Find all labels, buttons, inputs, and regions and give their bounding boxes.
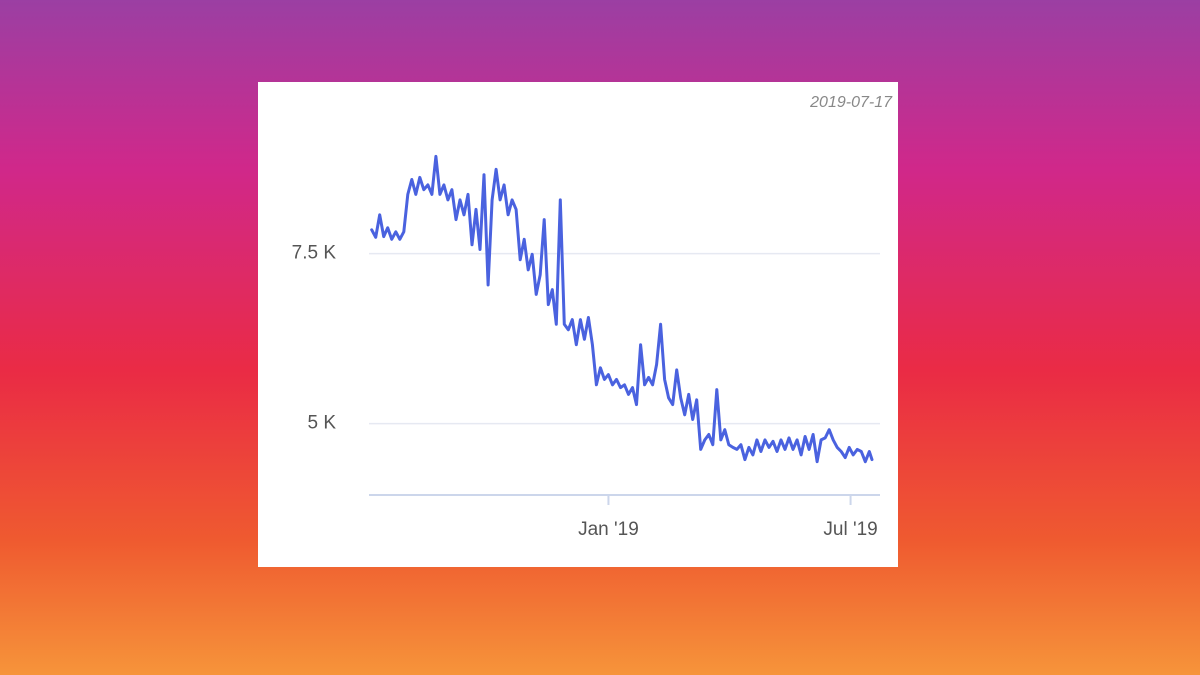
y-tick-label: 5 K (307, 413, 336, 434)
x-tick-label: Jan '19 (578, 519, 639, 540)
y-tick-label: 7.5 K (292, 243, 337, 264)
date-label: 2019-07-17 (809, 94, 893, 111)
data-line (370, 154, 874, 464)
x-tick-label: Jul '19 (823, 519, 877, 540)
chart-card (258, 82, 898, 567)
